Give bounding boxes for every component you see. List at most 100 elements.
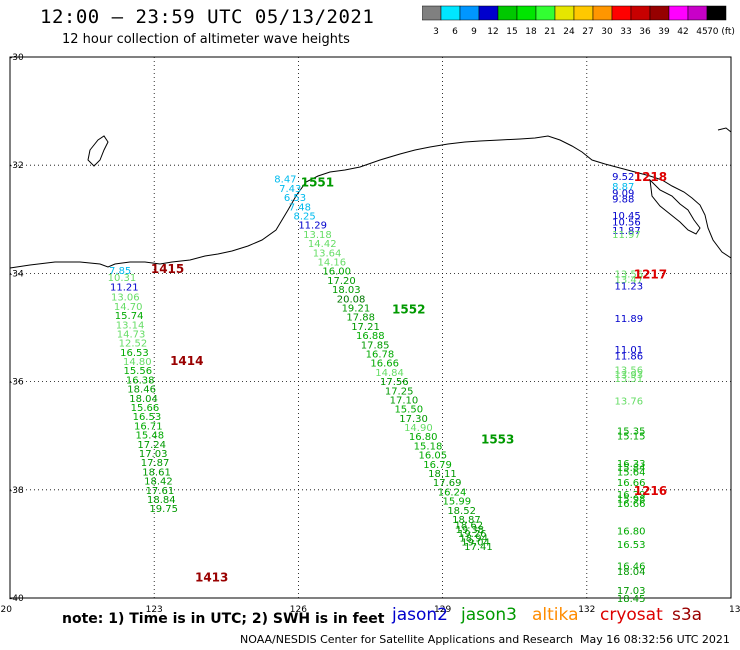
swh-value: 17.87 (141, 458, 170, 469)
legend-label: 70 (ft) (707, 27, 735, 37)
swh-value: 17.20 (327, 276, 356, 287)
swh-value: 11.97 (612, 230, 641, 241)
swh-value: 16.38 (126, 375, 155, 386)
swh-value: 14.80 (123, 357, 152, 368)
swh-value: 16.66 (617, 499, 646, 510)
swh-value: 14.84 (375, 368, 404, 379)
legend-label: 27 (582, 27, 593, 37)
track-pass-1552: 1552 (392, 303, 425, 317)
pass-time-label: 1217 (634, 267, 667, 281)
map-frame (9, 56, 732, 599)
legend-swatch (649, 5, 670, 21)
generated-timestamp: May 16 08:32:56 UTC 2021 (580, 633, 730, 646)
pass-time-label: 1415 (151, 262, 184, 276)
swh-value: 15.74 (115, 311, 144, 322)
swh-value: 15.98 (617, 494, 646, 505)
legend-swatch (706, 5, 727, 21)
track-pass-1217: 13.5613.4711.2311.8911.0111.8613.5613.93… (615, 267, 668, 407)
legend-label: 36 (639, 27, 651, 37)
swh-value: 13.93 (615, 370, 644, 381)
legend-label: 18 (525, 27, 537, 37)
swh-value: 17.61 (146, 486, 175, 497)
swh-value: 9.52 (612, 172, 634, 183)
swh-value: 16.24 (438, 487, 467, 498)
swh-value: 16.80 (409, 432, 438, 443)
legend-swatch (630, 5, 651, 21)
swh-value: 18.52 (447, 506, 476, 517)
legend-label: 6 (452, 27, 458, 37)
lat-tick-label: -32 (9, 161, 24, 171)
legend-label: 3 (433, 27, 439, 37)
peninsula-outline (649, 178, 701, 235)
swh-value: 11.21 (110, 282, 139, 293)
swh-value: 16.53 (120, 348, 149, 359)
swh-value: 14.42 (308, 239, 337, 250)
swh-value: 18.03 (332, 285, 361, 296)
swh-value: 15.64 (617, 467, 646, 478)
swh-value: 17.85 (361, 340, 390, 351)
graticule (10, 57, 731, 598)
swh-value: 17.88 (346, 313, 375, 324)
swh-value: 16.71 (134, 421, 163, 432)
track-pass-1413: 7.8510.3111.2113.0614.7015.7413.1414.731… (108, 266, 229, 584)
swh-value: 11.86 (615, 352, 644, 363)
legend-swatch (668, 5, 689, 21)
swh-value: 17.30 (399, 414, 428, 425)
swh-value: 14.16 (318, 257, 347, 268)
swh-value: 11.87 (612, 226, 641, 237)
swh-value: 16.00 (322, 267, 351, 278)
lat-tick-label: -30 (9, 53, 24, 63)
swh-value: 16.78 (366, 349, 395, 360)
legend-label: 30 (601, 27, 613, 37)
pass-time-label: 1218 (634, 170, 667, 184)
swh-value: 19.38 (455, 525, 484, 536)
legend-swatch (440, 5, 461, 21)
legend-label: 33 (620, 27, 631, 37)
swh-value: 16.88 (356, 331, 385, 342)
swh-value: 18.45 (617, 594, 646, 605)
swh-value: 14.70 (114, 302, 143, 313)
swh-value: 16.53 (133, 412, 162, 423)
swh-value: 19.26 (458, 529, 487, 540)
australia-coastline (9, 127, 732, 269)
swh-value: 17.03 (139, 449, 168, 460)
swh-value: 7.85 (109, 266, 131, 277)
coast-fragment (717, 127, 732, 133)
track-pass-1551: 8.477.436.537.488.2511.2913.1814.4213.64… (274, 175, 493, 553)
footnote: note: 1) Time is in UTC; 2) SWH is in fe… (62, 611, 385, 627)
legend-label: 9 (471, 27, 477, 37)
swh-value: 17.03 (617, 586, 646, 597)
legend-swatch (592, 5, 613, 21)
track-pass-1553: 1553 (481, 432, 514, 446)
legend-swatch (459, 5, 480, 21)
legend-label: 39 (658, 27, 670, 37)
swh-value: 13.14 (116, 320, 145, 331)
track-pass-1415: 1415 (151, 262, 184, 276)
legend-label: 12 (487, 27, 498, 37)
swh-value: 13.64 (313, 248, 342, 259)
pass-time-label: 1553 (481, 432, 514, 446)
swh-value: 17.24 (137, 440, 166, 451)
swh-value: 19.21 (342, 303, 371, 314)
swh-value: 8.87 (612, 182, 634, 193)
legend-swatch (611, 5, 632, 21)
swh-value: 15.48 (135, 431, 164, 442)
mission-jason3: jason3 (461, 605, 517, 625)
legend-label: 24 (563, 27, 575, 37)
swh-value: 18.62 (455, 520, 484, 531)
pass-time-label: 1551 (301, 175, 334, 189)
legend-label: 21 (544, 27, 555, 37)
swh-value: 15.18 (414, 441, 443, 452)
legend-label: 42 (677, 27, 688, 37)
legend-swatch (497, 5, 518, 21)
swh-value: 8.25 (294, 212, 316, 223)
swh-value: 16.66 (617, 478, 646, 489)
swh-value: 12.52 (119, 339, 148, 350)
swh-value: 16.80 (617, 526, 646, 537)
swh-value: 16.33 (617, 459, 646, 470)
map-subtitle: 12 hour collection of altimeter wave hei… (62, 32, 350, 47)
swh-value: 11.01 (615, 345, 644, 356)
swh-value: 15.99 (443, 497, 472, 508)
swh-value: 11.29 (298, 221, 327, 232)
